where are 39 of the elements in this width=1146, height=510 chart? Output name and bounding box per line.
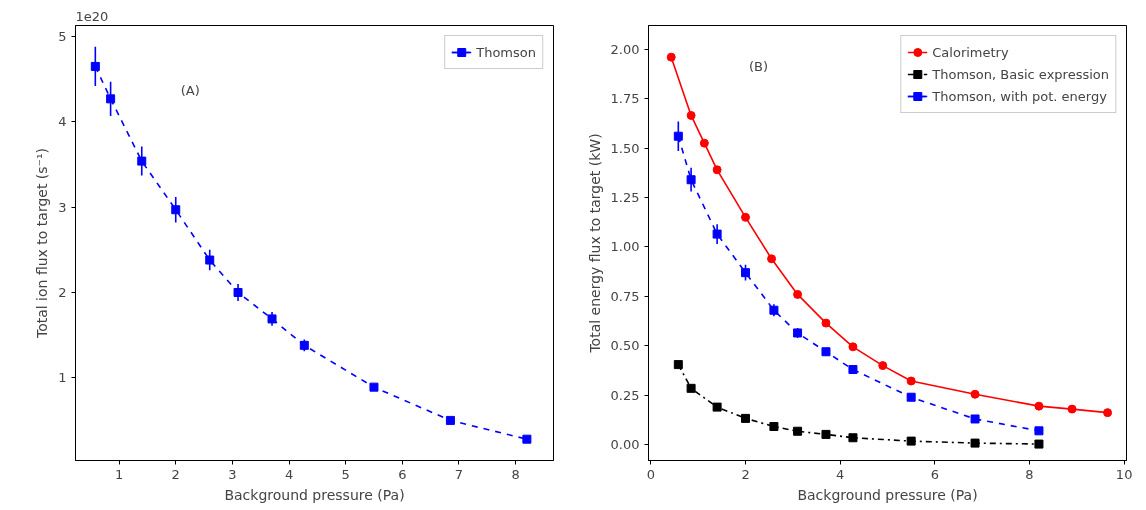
y-tick-label: 2.00 [610,41,640,57]
x-tick-label: 3 [228,466,237,482]
x-tick-label: 4 [836,466,845,482]
y-tick-label: 5 [58,29,67,45]
legend-label: Thomson [476,44,536,60]
x-axis-title: Background pressure (Pa) [797,486,978,503]
x-tick-label: 2 [741,466,750,482]
y-tick-label: 2 [58,284,67,300]
annotation: (B) [748,59,768,75]
x-tick-label: 1 [114,466,124,482]
x-tick-label: 8 [1025,466,1034,482]
annotation: (A) [180,83,200,99]
text: 1e20 [75,8,109,24]
x-axis-title: Background pressure (Pa) [224,486,405,503]
legend-label: Calorimetry [932,44,1009,60]
x-tick-label: 6 [398,466,407,482]
x-tick-label: 10 [1115,466,1133,482]
x-tick-label: 8 [511,466,520,482]
y-axis-title: Total energy flux to target (kW) [586,133,603,354]
x-tick-label: 6 [930,466,939,482]
y-tick-label: 0.25 [610,387,640,403]
y-tick-label: 3 [58,199,67,215]
x-tick-label: 4 [284,466,294,482]
y-tick-label: 0.00 [610,437,640,453]
y-tick-label: 4 [58,114,67,130]
y-tick-label: 0.75 [610,288,640,304]
x-tick-label: 0 [646,466,656,482]
y-tick-label: 1.00 [610,239,640,255]
x-tick-label: 5 [341,466,350,482]
legend-label: Thomson, Basic expression [932,66,1109,82]
x-tick-label: 7 [454,466,464,482]
y-axis-title: Total ion flux to target (s⁻¹) [34,147,51,340]
x-tick-label: 2 [171,466,180,482]
y-tick-label: 1.50 [610,140,640,156]
y-tick-label: 1 [58,370,67,386]
y-tick-label: 0.50 [610,338,640,354]
legend-label: Thomson, with pot. energy [932,88,1107,104]
y-tick-label: 1.25 [610,190,640,206]
y-tick-label: 1.75 [610,91,640,107]
